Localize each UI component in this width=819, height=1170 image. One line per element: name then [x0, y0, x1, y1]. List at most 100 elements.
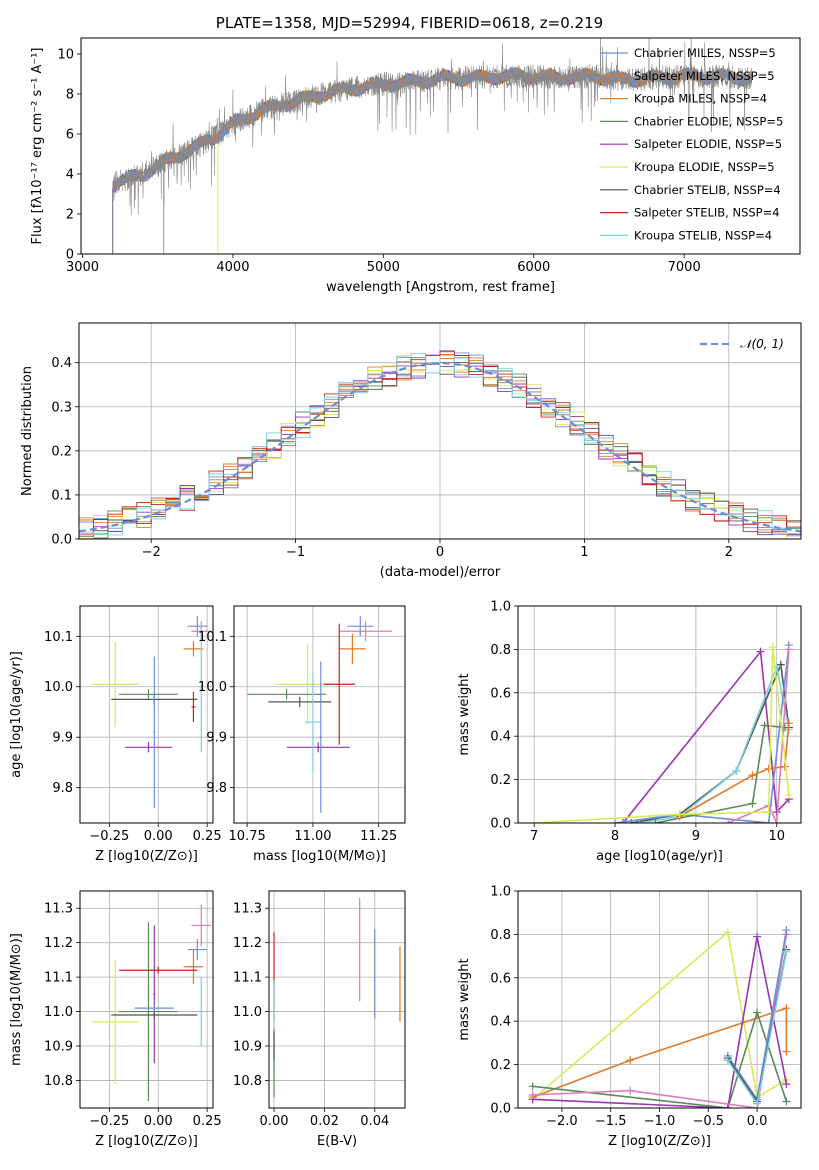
- mass_weight_vs_age-marker-salpeter_miles: [784, 719, 793, 728]
- mass_weight_vs_age-marker-chabrier_elodie: [651, 819, 660, 823]
- mass_weight_vs_Z-xlabel: Z [log10(Z/Z⊙)]: [608, 1134, 711, 1149]
- age_vs_Z-point-salpeter_miles: [183, 641, 204, 657]
- mass_vs_Z-point-salpeter_miles: [183, 949, 204, 984]
- residual_histogram-ytick-label: 0.4: [51, 356, 72, 371]
- spectrum-ytick-label: 10: [57, 48, 74, 63]
- age_vs_Z-ytick-label: 9.9: [52, 731, 73, 746]
- legend-label-kroupa_elodie: Kroupa ELODIE, NSSP=5: [634, 160, 775, 174]
- spectrum-axes: 3000 4000 5000 6000 7000 0 2 4 6 8 10 wavelength [A…: [30, 48, 701, 296]
- mass_weight_vs_Z-marker-kroupa_stelib: [753, 1099, 762, 1108]
- residual_histogram-xtick-label: −2: [142, 545, 161, 560]
- mass_vs_Z-axes: −0.25 0.00 0.25 10.8 10.9 11.0 11.1 11.2 11.3 Z […: [9, 891, 222, 1149]
- age_vs_mass-point-salpeter_stelib: [323, 623, 356, 745]
- mass_weight_vs_Z-marker-chabrier_elodie: [753, 1008, 762, 1017]
- mass_weight_vs_age-xtick-label: 9: [692, 829, 700, 844]
- mass_weight_vs_Z-marker-pink: [528, 1090, 537, 1099]
- mass_weight_vs_Z-ytick-label: 0.0: [490, 1102, 511, 1117]
- residual_histogram-xtick-label: 2: [725, 545, 733, 560]
- age_vs_Z-axes: −0.25 0.00 0.25 9.8 9.9 10.0 10.1 Z [log10(Z/Z⊙…: [9, 606, 222, 864]
- mass_weight_vs_age-line-chabrier_elodie: [655, 724, 785, 823]
- age_vs_mass-point-pink: [339, 621, 392, 642]
- legend-label-chabrier_miles: Chabrier MILES, NSSP=5: [634, 46, 776, 60]
- age_vs_Z-point-salpeter_elodie: [124, 742, 172, 753]
- mass_weight_vs_age-ytick-label: 0.4: [490, 730, 511, 745]
- age_vs_mass-ytick-label: 9.8: [206, 781, 227, 796]
- age_vs_mass-ytick-label: 10.0: [198, 680, 227, 695]
- mass_weight_vs_age-marker-chabrier_elodie: [760, 721, 769, 730]
- spectrum-xlabel: wavelength [Angstrom, rest frame]: [326, 280, 555, 295]
- mass_weight_vs_age-marker-kroupa_elodie: [764, 808, 773, 817]
- mass_weight_vs_age-xtick-label: 7: [530, 829, 538, 844]
- mass_weight_vs_age-line-chabrier_miles: [614, 645, 790, 823]
- mass_vs_ebv-ytick-label: 10.8: [233, 1074, 262, 1089]
- mass_weight_vs_age-marker-kroupa_elodie: [675, 810, 684, 819]
- mass_weight_vs_age-frame: [517, 605, 802, 824]
- mass_weight_vs_age-marker-pink: [724, 819, 733, 823]
- age_vs_Z-point-chabrier_miles: [187, 616, 208, 637]
- age_vs_mass-xtick-label: 11.25: [360, 829, 397, 844]
- mass_weight_vs_Z-ytick-label: 0.4: [490, 1015, 511, 1030]
- mass_weight_vs_age-marker-kroupa_elodie: [530, 819, 539, 823]
- age_vs_mass-point-normal: [319, 661, 323, 813]
- mass_weight_vs_Z-xtick-label: −1.5: [595, 1114, 627, 1129]
- mass_weight_vs_Z-marker-salpeter_miles: [782, 1004, 791, 1013]
- spectrum-ytick-label: 0: [66, 248, 74, 263]
- mass_weight_vs_Z-xtick-label: −0.5: [693, 1114, 725, 1129]
- residual_histogram-ytick-label: 0.1: [51, 488, 72, 503]
- mass_vs_ebv-ytick-label: 10.9: [233, 1040, 262, 1055]
- mass_weight_vs_age-marker-chabrier_miles: [764, 819, 773, 823]
- mass_weight_vs_age-marker-chabrier_stelib: [776, 660, 785, 669]
- mass_vs_Z-point-kroupa_stelib: [199, 977, 204, 1046]
- age_vs_Z-point-salpeter_stelib: [191, 691, 196, 723]
- mass_weight_vs_age-ytick-label: 1.0: [490, 600, 511, 615]
- spectrum-xtick-label: 3000: [66, 260, 99, 275]
- mass_weight_vs_age-marker-chabrier_elodie: [748, 799, 757, 808]
- mass_weight_vs_Z-marker-salpeter_elodie: [782, 1080, 791, 1089]
- mass_weight_vs_Z-line-salpeter_miles: [532, 1007, 788, 1098]
- mass_weight_vs_age-line-kroupa_stelib: [639, 663, 790, 823]
- mass_weight_vs_age-line-salpeter_elodie: [622, 649, 790, 823]
- mass_weight_vs_Z-xtick-label: −1.0: [644, 1114, 676, 1129]
- mass_weight_vs_Z-marker-kroupa_stelib: [723, 1056, 732, 1065]
- age_vs_Z-ytick-label: 10.1: [44, 630, 73, 645]
- age_vs_Z-xlabel: Z [log10(Z/Z⊙)]: [95, 849, 198, 864]
- mass_vs_ebv-points: [273, 897, 401, 1098]
- legend-label-kroupa_stelib: Kroupa STELIB, NSSP=4: [634, 228, 772, 242]
- residual_histogram-ytick-label: 0.0: [51, 533, 72, 548]
- residual_histogram-xtick-label: 0: [436, 545, 444, 560]
- mass_weight_vs_age-marker-kroupa_stelib: [732, 766, 741, 775]
- age_vs_Z-ytick-label: 9.8: [52, 781, 73, 796]
- mass_weight_vs_age-series: [530, 641, 793, 823]
- age_vs_mass-ytick-label: 10.1: [198, 630, 227, 645]
- mass_weight_vs_Z-xtick-label: −2.0: [546, 1114, 578, 1129]
- mass_weight_vs_age-marker-salpeter_elodie: [756, 647, 765, 656]
- mass_vs_ebv-xlabel: E(B-V): [317, 1134, 357, 1149]
- mass_weight_vs_Z-marker-pink: [626, 1086, 635, 1095]
- legend-label-normal: 𝒩(0, 1): [740, 337, 784, 351]
- age_vs_mass-frame: [233, 605, 406, 824]
- legend-label-salpeter_miles: Salpeter MILES, NSSP=5: [634, 69, 775, 83]
- histogram-steps: [79, 350, 801, 539]
- age_vs_Z-xtick-label: 0.25: [193, 829, 222, 844]
- age_vs_mass-point-chabrier_stelib: [268, 696, 332, 707]
- normal-curve: [79, 361, 801, 533]
- mass_vs_Z-ytick-label: 11.1: [44, 971, 73, 986]
- spectrum-xtick-label: 6000: [517, 260, 550, 275]
- age_vs_Z-point-kroupa_elodie: [91, 641, 139, 728]
- mass_vs_Z-frame: [79, 890, 214, 1109]
- mass_weight_vs_Z-ytick-label: 0.2: [490, 1058, 511, 1073]
- mass_vs_ebv-xtick-label: 0.02: [310, 1114, 339, 1129]
- age_vs_Z-xtick-label: 0.00: [144, 829, 173, 844]
- spectrum-legend: Chabrier MILES, NSSP=5 Salpeter MILES, NS…: [600, 46, 783, 242]
- spectrum-observed-line: [112, 38, 753, 254]
- spectrum-xtick-label: 7000: [668, 260, 701, 275]
- age_vs_Z-ylabel: age [log10(age/yr)]: [9, 651, 24, 778]
- spectrum-ytick-label: 2: [66, 208, 74, 223]
- mass_vs_Z-xtick-label: −0.25: [89, 1114, 129, 1129]
- mass_vs_Z-point-chabrier_stelib: [111, 1011, 198, 1019]
- residual_histogram-ytick-label: 0.2: [51, 444, 72, 459]
- mass_vs_ebv-xtick-label: 0.04: [360, 1114, 389, 1129]
- legend-label-chabrier_stelib: Chabrier STELIB, NSSP=4: [634, 183, 781, 197]
- mass_vs_Z-ytick-label: 10.9: [44, 1040, 73, 1055]
